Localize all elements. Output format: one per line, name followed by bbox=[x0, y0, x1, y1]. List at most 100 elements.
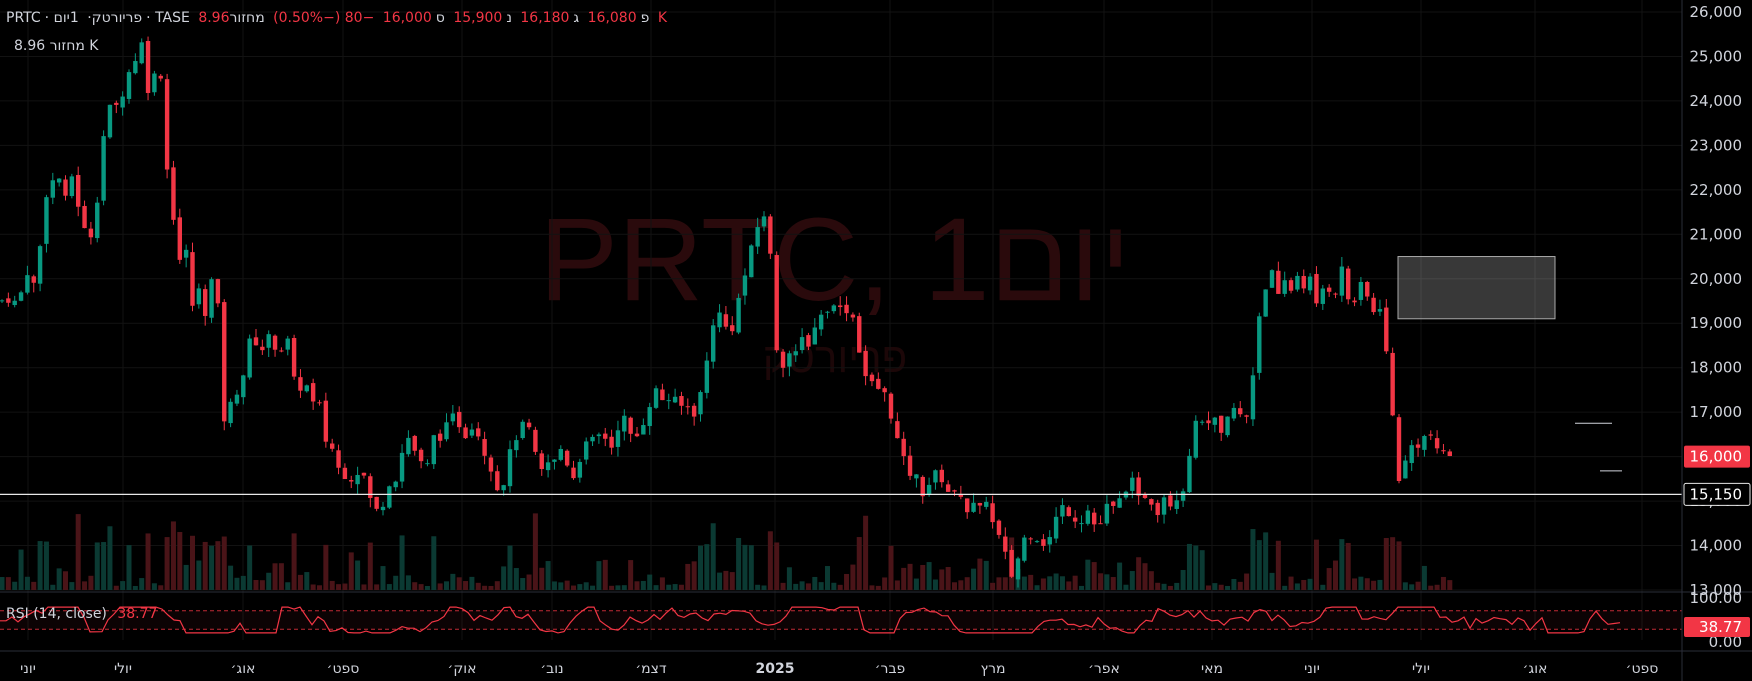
candle-body bbox=[1111, 501, 1116, 506]
candle-body bbox=[1358, 281, 1364, 300]
volume-bar bbox=[1104, 574, 1110, 590]
candle-body bbox=[914, 474, 919, 479]
volume-bar bbox=[259, 580, 265, 590]
candle-body bbox=[1003, 536, 1008, 552]
candle-body bbox=[412, 435, 417, 451]
volume-bar bbox=[164, 537, 170, 590]
candle-body bbox=[1009, 549, 1014, 577]
volume-bar bbox=[285, 582, 291, 590]
candle-body bbox=[152, 73, 157, 93]
volume-bar bbox=[132, 585, 138, 590]
volume-bar bbox=[1040, 578, 1046, 590]
candle-body bbox=[863, 350, 868, 377]
exchange: TASE bbox=[155, 10, 190, 26]
candle-body bbox=[507, 449, 513, 487]
volume-bar bbox=[494, 581, 500, 590]
candle-body bbox=[107, 104, 113, 138]
volume-bar bbox=[1129, 571, 1135, 590]
volume-bar bbox=[12, 581, 18, 590]
candle-body bbox=[272, 335, 278, 350]
volume-bar bbox=[571, 585, 576, 590]
volume-bar bbox=[424, 585, 430, 590]
candle-body bbox=[590, 436, 595, 442]
volume-bar bbox=[958, 580, 964, 590]
svg-text:פריורטק: פריורטק bbox=[763, 334, 908, 381]
candle-body bbox=[291, 338, 297, 377]
time-axis[interactable]: יוני יולי אוג׳ ספט׳ אוק׳ נוב׳ דצמ׳ 2025 פבר׳ מרץ א… bbox=[0, 650, 1752, 677]
volume-bar bbox=[1301, 579, 1307, 590]
candle-body bbox=[571, 467, 576, 479]
volume-bar bbox=[1402, 582, 1408, 590]
volume-bar bbox=[1047, 576, 1053, 590]
volume-bar bbox=[1440, 576, 1446, 590]
volume-bar bbox=[209, 545, 215, 590]
candle-body bbox=[1022, 537, 1027, 561]
volume-bar bbox=[818, 582, 824, 590]
volume-bar bbox=[488, 585, 494, 590]
candle-body bbox=[749, 245, 754, 278]
candle-body bbox=[780, 351, 786, 368]
candle-body bbox=[190, 252, 195, 306]
volume-bar bbox=[1390, 537, 1396, 590]
candle-body bbox=[6, 298, 11, 303]
candles bbox=[0, 36, 1452, 588]
rsi-value-label: 38.77 bbox=[1699, 618, 1742, 636]
candle-body bbox=[952, 490, 957, 492]
candle-body bbox=[126, 72, 132, 99]
candle-body bbox=[56, 178, 62, 183]
volume-bar bbox=[405, 575, 411, 590]
candle-body bbox=[901, 438, 906, 457]
candle-body bbox=[1174, 500, 1179, 509]
volume-bar bbox=[355, 560, 361, 590]
price-tick-label: 26,000 bbox=[1690, 3, 1743, 21]
high-label: ג bbox=[573, 10, 580, 26]
candle-body bbox=[368, 476, 373, 499]
volume-bar bbox=[1002, 577, 1008, 590]
candle-body bbox=[641, 425, 646, 435]
volume-bar bbox=[932, 579, 938, 590]
current-price-label: 16,000 bbox=[1690, 448, 1743, 466]
volume-bar bbox=[1079, 585, 1084, 590]
time-tick-label: מאי bbox=[1201, 661, 1223, 677]
volume-bar bbox=[1053, 573, 1059, 590]
volume-row: מחזור 8.96 K bbox=[6, 38, 98, 54]
volume-bar bbox=[545, 561, 551, 590]
candle-body bbox=[44, 197, 49, 244]
high-value: 16,180 bbox=[520, 10, 570, 26]
volume-bar bbox=[888, 545, 894, 590]
candle-body bbox=[1130, 477, 1135, 491]
volume-bar bbox=[431, 536, 437, 590]
volume-bar bbox=[323, 544, 329, 590]
candle-body bbox=[1060, 505, 1065, 517]
candle-body bbox=[806, 335, 811, 347]
price-axis[interactable]: 13,00014,00015,00016,00017,00018,00019,0… bbox=[1681, 0, 1751, 681]
volume-row-label: מחזור bbox=[49, 38, 85, 54]
time-tick-label: יולי bbox=[1412, 661, 1430, 677]
candle-body bbox=[787, 353, 792, 367]
candle-body bbox=[215, 279, 221, 304]
candle-body bbox=[1403, 460, 1408, 479]
volume-bar bbox=[145, 533, 151, 590]
volume-bar bbox=[526, 574, 532, 590]
candle-body bbox=[1034, 541, 1040, 543]
candle-body bbox=[1136, 477, 1141, 496]
range-rectangle[interactable] bbox=[1397, 256, 1622, 472]
volume-bar bbox=[590, 585, 596, 590]
candle-body bbox=[1346, 268, 1351, 300]
volume-bar bbox=[767, 531, 773, 590]
volume-bar bbox=[1415, 581, 1421, 590]
candle-body bbox=[279, 350, 284, 352]
candle-body bbox=[984, 501, 989, 507]
volume-bar bbox=[945, 567, 951, 590]
volume-bar bbox=[101, 542, 107, 590]
rsi-label[interactable]: RSI (14, close) 38.77 bbox=[6, 606, 157, 622]
volume-bar bbox=[1358, 576, 1364, 590]
candle-body bbox=[12, 300, 17, 306]
volume-bar bbox=[1218, 584, 1224, 590]
candle-body bbox=[1180, 491, 1186, 501]
price-tick-label: 18,000 bbox=[1690, 359, 1743, 377]
rsi-line bbox=[0, 606, 1621, 634]
time-tick-label: אוג׳ bbox=[1523, 661, 1548, 677]
volume-bar bbox=[69, 582, 75, 590]
